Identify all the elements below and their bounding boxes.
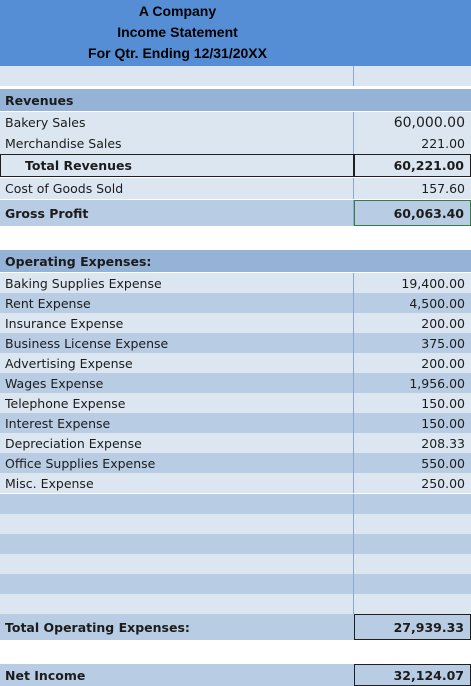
table-row: Advertising Expense 200.00	[0, 353, 471, 373]
row-value: 200.00	[421, 355, 465, 371]
empty-cell	[0, 554, 354, 574]
table-row: Business License Expense 375.00	[0, 333, 471, 353]
company-name: A Company	[138, 3, 217, 19]
empty-cell	[354, 574, 471, 594]
blank-row	[0, 66, 471, 86]
table-row: Depreciation Expense 208.33	[0, 433, 471, 453]
blank-row	[0, 514, 471, 534]
row-label: Telephone Expense	[0, 393, 354, 413]
row-label: Wages Expense	[0, 373, 354, 393]
table-row: Interest Expense 150.00	[0, 413, 471, 433]
table-row: Telephone Expense 150.00	[0, 393, 471, 413]
statement-header: A Company Income Statement For Qtr. Endi…	[0, 0, 471, 66]
blank-row	[0, 494, 471, 514]
row-label: Baking Supplies Expense	[0, 273, 354, 293]
cogs-label: Cost of Goods Sold	[0, 178, 354, 199]
empty-cell	[0, 594, 354, 614]
net-income-label: Net Income	[5, 667, 86, 683]
table-row: Office Supplies Expense 550.00	[0, 453, 471, 473]
table-row: Bakery Sales 60,000.00	[0, 112, 471, 133]
gross-profit-label: Gross Profit	[0, 200, 354, 226]
blank-row	[0, 534, 471, 554]
row-label: Depreciation Expense	[0, 433, 354, 453]
total-revenues-row: Total Revenues 60,221.00	[0, 154, 471, 177]
table-row: Cost of Goods Sold 157.60	[0, 178, 471, 199]
row-value: 1,956.00	[409, 375, 465, 391]
empty-cell	[0, 574, 354, 594]
row-value: 250.00	[421, 475, 465, 491]
row-value: 200.00	[421, 315, 465, 331]
blank-row	[0, 226, 471, 250]
total-expenses-label: Total Operating Expenses:	[5, 619, 190, 635]
row-label: Bakery Sales	[0, 112, 354, 133]
expenses-heading-row: Operating Expenses:	[0, 250, 471, 272]
row-label: Merchandise Sales	[0, 133, 354, 154]
gross-profit-row: Gross Profit 60,063.40	[0, 200, 471, 226]
row-value: 150.00	[421, 415, 465, 431]
total-expenses-value: 27,939.33	[354, 614, 471, 640]
row-value: 150.00	[421, 395, 465, 411]
row-value: 19,400.00	[401, 275, 465, 291]
revenues-heading-row: Revenues	[0, 89, 471, 111]
net-income-value: 32,124.07	[354, 664, 471, 686]
gross-profit-value: 60,063.40	[354, 200, 471, 226]
blank-row	[0, 554, 471, 574]
total-revenues-value: 60,221.00	[354, 154, 471, 177]
empty-cell	[0, 514, 354, 534]
empty-cell	[354, 594, 471, 614]
row-label: Advertising Expense	[0, 353, 354, 373]
cogs-value: 157.60	[421, 181, 465, 196]
row-label: Office Supplies Expense	[0, 453, 354, 473]
row-label: Insurance Expense	[0, 313, 354, 333]
blank-row	[0, 594, 471, 614]
row-label: Rent Expense	[0, 293, 354, 313]
table-row: Merchandise Sales 221.00	[0, 133, 471, 154]
empty-cell	[354, 534, 471, 554]
table-row: Misc. Expense 250.00	[0, 473, 471, 493]
row-value: 221.00	[421, 136, 465, 151]
row-value: 4,500.00	[409, 295, 465, 311]
revenues-heading: Revenues	[5, 92, 74, 108]
statement-title: Income Statement	[117, 24, 238, 40]
row-label: Interest Expense	[0, 413, 354, 433]
row-label: Misc. Expense	[0, 473, 354, 493]
empty-cell	[0, 534, 354, 554]
row-value: 375.00	[421, 335, 465, 351]
empty-cell	[354, 514, 471, 534]
total-expenses-row: Total Operating Expenses: 27,939.33	[0, 614, 471, 640]
blank-row	[0, 574, 471, 594]
empty-cell	[0, 494, 354, 514]
table-row: Insurance Expense 200.00	[0, 313, 471, 333]
empty-cell	[354, 554, 471, 574]
total-revenues-label: Total Revenues	[0, 154, 354, 177]
row-label: Business License Expense	[0, 333, 354, 353]
statement-period: For Qtr. Ending 12/31/20XX	[88, 45, 267, 61]
row-value: 550.00	[421, 455, 465, 471]
expenses-heading: Operating Expenses:	[5, 253, 152, 269]
empty-cell	[354, 494, 471, 514]
row-value: 60,000.00	[393, 114, 465, 131]
table-row: Wages Expense 1,956.00	[0, 373, 471, 393]
blank-row	[0, 640, 471, 662]
table-row: Rent Expense 4,500.00	[0, 293, 471, 313]
net-income-row: Net Income 32,124.07	[0, 664, 471, 686]
table-row: Baking Supplies Expense 19,400.00	[0, 273, 471, 293]
row-value: 208.33	[421, 435, 465, 451]
